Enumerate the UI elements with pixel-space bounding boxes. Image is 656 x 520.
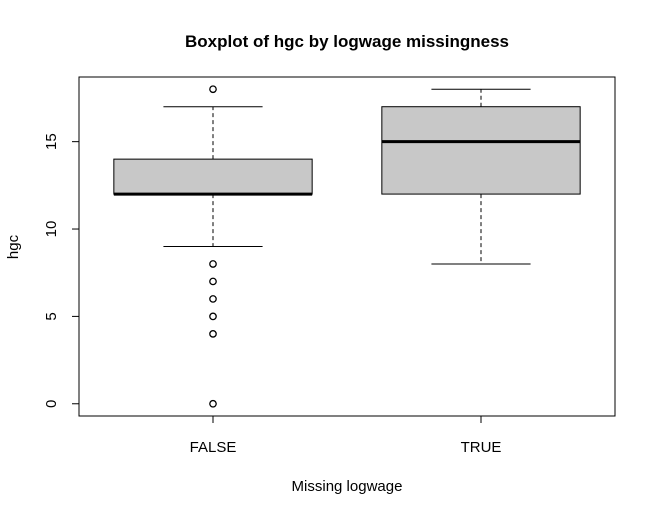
outlier-point [209, 312, 217, 321]
y-axis: 0 5 10 15 [43, 133, 80, 408]
x-axis: FALSE TRUE [190, 415, 502, 456]
chart-title: Boxplot of hgc by logwage missingness [185, 32, 509, 51]
outlier-point [209, 85, 217, 94]
y-tick-label: 5 [43, 312, 60, 320]
y-tick-label: 0 [43, 400, 60, 408]
boxes-layer [113, 85, 581, 408]
outlier-point [209, 260, 217, 268]
box-true [381, 88, 581, 265]
outlier-point [209, 277, 217, 286]
iqr-box [381, 106, 581, 195]
outlier-point [209, 399, 217, 408]
y-tick-label: 15 [43, 133, 60, 150]
x-tick-label: FALSE [190, 439, 237, 456]
x-tick-label: TRUE [461, 439, 502, 456]
iqr-box [113, 158, 313, 195]
outlier-point [209, 295, 217, 303]
y-axis-label: hgc [5, 234, 22, 259]
y-tick-label: 10 [43, 221, 60, 238]
outlier-point [209, 330, 217, 338]
box-false [113, 85, 313, 408]
x-axis-label: Missing logwage [292, 478, 403, 495]
